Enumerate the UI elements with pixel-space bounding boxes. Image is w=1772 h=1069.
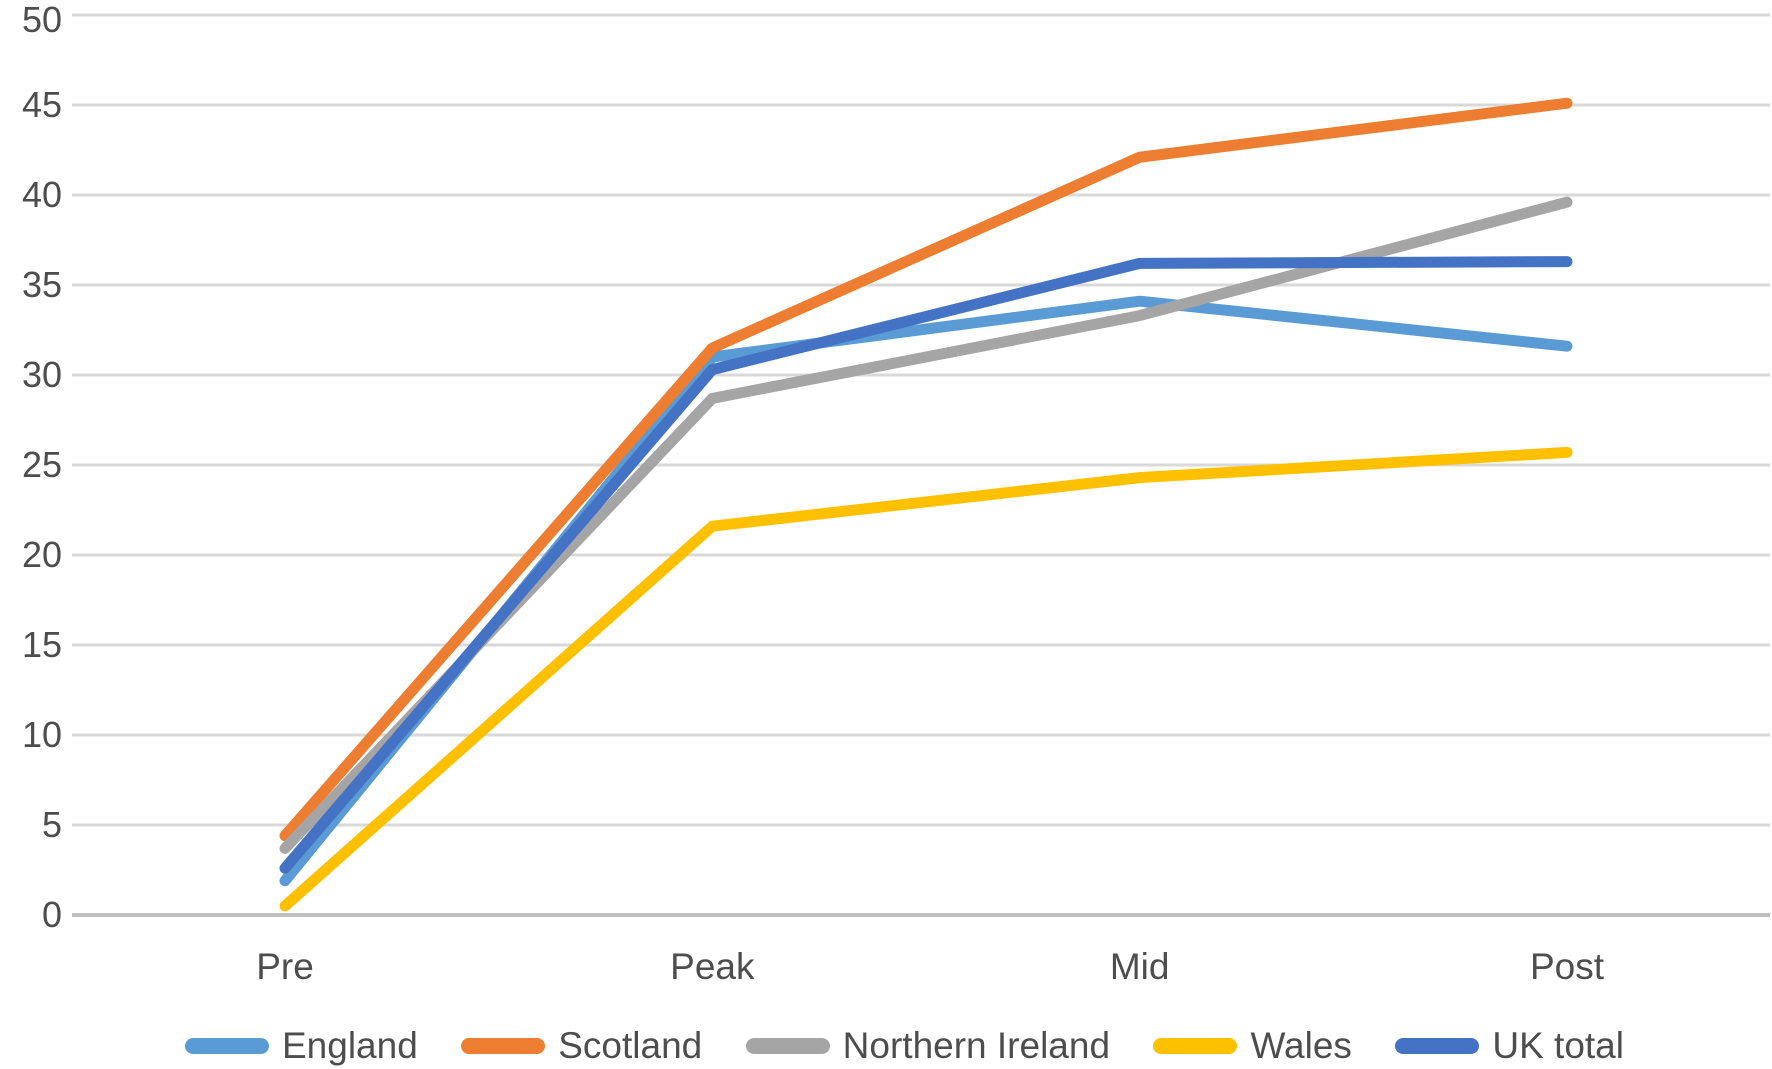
legend-item-scotland: Scotland (461, 1027, 702, 1064)
y-tick-label: 45 (21, 84, 62, 125)
y-tick-label: 20 (21, 534, 62, 575)
y-tick-label: 40 (21, 174, 62, 215)
y-tick-label: 30 (21, 354, 62, 395)
x-category-label: Post (1529, 946, 1605, 987)
x-category-label: Mid (1109, 946, 1170, 987)
legend-swatch-icon (185, 1037, 269, 1054)
legend-label: Northern Ireland (842, 1025, 1111, 1066)
series-line-wales (279, 446, 1573, 912)
legend-swatch-icon (461, 1037, 546, 1054)
gridlines (72, 13, 1770, 917)
x-category-label: Pre (256, 946, 314, 987)
legend-item-uk-total: UK total (1395, 1027, 1624, 1064)
series-line-england (279, 295, 1573, 887)
y-tick-label: 15 (21, 624, 62, 665)
legend-item-wales: Wales (1153, 1025, 1352, 1066)
series-line-uk-total (279, 256, 1573, 874)
legend-item-england: England (185, 1027, 418, 1064)
legend-label: Wales (1250, 1025, 1352, 1066)
x-category-label: Peak (670, 946, 755, 987)
legend: England Scotland Northern Ireland Wales UK t… (185, 1022, 1624, 1069)
y-tick-label: 5 (41, 804, 62, 845)
y-tick-label: 10 (21, 714, 62, 755)
y-tick-label: 0 (41, 894, 62, 935)
legend-item-northern-ireland: Northern Ireland (745, 1025, 1111, 1066)
legend-label: UK total (1492, 1025, 1624, 1066)
legend-label: England (282, 1025, 418, 1066)
legend-swatch-icon (745, 1037, 830, 1054)
legend-swatch-icon (1153, 1037, 1238, 1054)
y-tick-label: 50 (21, 0, 62, 40)
legend-label: Scotland (558, 1025, 703, 1066)
y-tick-label: 25 (21, 444, 62, 485)
y-tick-label: 35 (21, 264, 62, 305)
series-line-northern-ireland (279, 196, 1573, 854)
legend-swatch-icon (1395, 1037, 1480, 1054)
series-lines (279, 97, 1573, 912)
series-line-scotland (279, 97, 1573, 842)
